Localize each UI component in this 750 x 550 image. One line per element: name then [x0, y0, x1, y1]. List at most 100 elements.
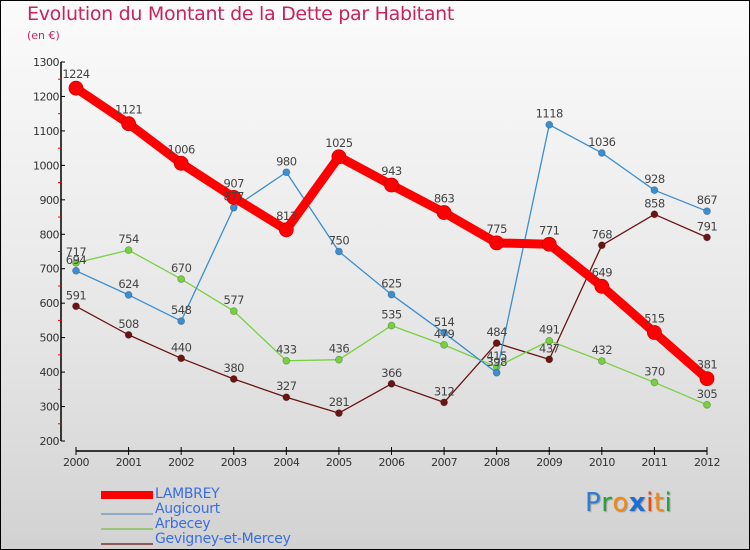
series-lines [68, 80, 715, 417]
x-tick-label: 2003 [221, 456, 247, 469]
legend-label: Gevigney-et-Mercey [155, 531, 291, 547]
data-point [594, 278, 610, 294]
legend-swatch-arbecey [101, 527, 153, 530]
data-point [703, 233, 711, 242]
legend-item-augicourt: Augicourt [101, 502, 291, 517]
data-label: 907 [224, 176, 245, 190]
data-label: 624 [118, 277, 139, 291]
data-label: 754 [118, 232, 139, 246]
data-point [72, 266, 80, 275]
legend-swatch-lambrey [101, 490, 153, 499]
data-point [282, 168, 291, 177]
data-point [177, 354, 186, 363]
legend-item-arbecey: Arbecey [101, 517, 291, 532]
data-point [545, 355, 554, 364]
data-label: 398 [486, 355, 507, 369]
data-point [177, 275, 186, 283]
x-tick-label: 2002 [168, 456, 194, 469]
y-tick-label: 1300 [33, 56, 59, 69]
data-label: 791 [697, 219, 718, 233]
data-point [229, 307, 238, 316]
data-label: 813 [276, 209, 297, 223]
y-tick-label: 600 [40, 297, 60, 310]
data-label: 980 [276, 154, 297, 168]
x-tick-label: 2006 [379, 456, 405, 469]
data-point [72, 302, 80, 311]
data-label: 768 [592, 227, 613, 241]
proxiti-logo: Proxiti [585, 488, 672, 518]
series-line-lambrey [73, 84, 710, 383]
x-tick-label: 2000 [63, 456, 89, 469]
data-label: 436 [329, 342, 350, 356]
y-tick-label: 1200 [33, 90, 59, 103]
data-label: 514 [434, 315, 455, 329]
data-label: 479 [434, 327, 455, 341]
data-label: 281 [329, 395, 350, 409]
data-point [282, 356, 291, 365]
legend-swatch-augicourt [101, 512, 153, 515]
data-point [597, 357, 606, 365]
data-label: 591 [66, 288, 87, 302]
data-point [541, 236, 557, 252]
chart-title: Evolution du Montant de la Dette par Hab… [27, 3, 455, 25]
x-tick-label: 2007 [431, 456, 457, 469]
data-label: 867 [697, 193, 718, 207]
data-point [436, 205, 452, 220]
data-point [384, 177, 399, 193]
data-label: 1224 [62, 67, 89, 81]
y-tick-label: 500 [40, 332, 60, 345]
data-point [650, 186, 659, 195]
x-tick-label: 2009 [536, 456, 562, 469]
x-tick-label: 2010 [589, 456, 615, 469]
y-tick-label: 800 [40, 228, 60, 241]
data-label: 625 [381, 277, 402, 291]
data-point [335, 247, 343, 256]
data-label: 750 [329, 234, 350, 248]
data-label: 649 [592, 265, 613, 279]
data-label: 380 [224, 361, 245, 375]
data-label: 928 [644, 172, 665, 186]
data-point [545, 120, 554, 129]
data-label: 1025 [325, 136, 352, 150]
data-label: 858 [644, 196, 665, 210]
data-label: 370 [644, 364, 665, 378]
data-label: 440 [171, 340, 192, 354]
data-point [335, 355, 343, 364]
legend-item-lambrey: LAMBREY [101, 487, 291, 502]
data-label: 694 [66, 253, 87, 267]
data-label: 415 [486, 349, 507, 363]
data-label: 1036 [588, 135, 615, 149]
data-label: 1121 [115, 103, 142, 117]
data-label: 577 [224, 293, 245, 307]
data-label: 312 [434, 384, 455, 398]
logo-letter: r [601, 488, 613, 518]
data-point [124, 291, 133, 299]
legend-label: LAMBREY [155, 486, 220, 502]
data-point [440, 328, 448, 337]
y-tick-label: 1100 [33, 125, 59, 138]
data-label: 1118 [536, 107, 563, 121]
data-point [647, 325, 662, 340]
data-point [650, 210, 659, 219]
logo-letter: P [585, 488, 602, 518]
y-tick-label: 900 [40, 194, 60, 207]
data-point [387, 290, 396, 299]
data-point [699, 371, 715, 387]
data-point [173, 155, 189, 171]
y-tick-label: 1000 [33, 159, 59, 172]
chart-subtitle: (en €) [27, 29, 60, 42]
y-tick-label: 300 [40, 401, 60, 414]
data-label: 943 [381, 164, 402, 178]
data-point [278, 222, 294, 238]
data-label: 670 [171, 261, 192, 275]
data-label: 863 [434, 192, 455, 206]
data-point [650, 378, 659, 387]
legend-item-gevigney: Gevigney-et-Mercey [101, 532, 291, 547]
x-tick-label: 2008 [484, 456, 510, 469]
data-point [72, 258, 80, 267]
data-label: 717 [66, 245, 87, 259]
x-tick-label: 2001 [116, 456, 142, 469]
data-label: 327 [276, 379, 297, 393]
